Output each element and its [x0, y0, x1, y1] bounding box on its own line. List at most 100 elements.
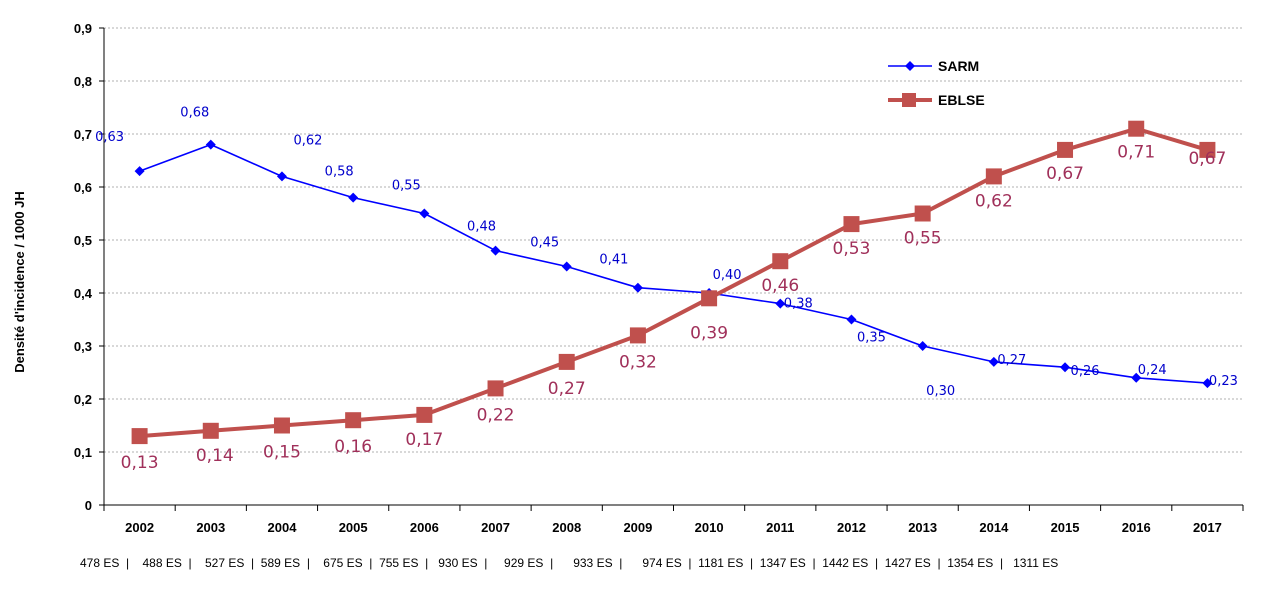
- data-label: 0,16: [334, 437, 372, 457]
- series-layer: 0,63 0,68 0,62 0,58 0,55 0,48 0,45 0,41 0,40 0,38…: [95, 106, 1238, 474]
- data-label: 0,23: [1209, 374, 1238, 389]
- data-point: [629, 327, 646, 344]
- data-label: 0,27: [997, 353, 1026, 368]
- x-tick-label: 2015: [1051, 520, 1080, 535]
- data-label: 0,14: [196, 446, 234, 466]
- x-tick-label: 2004: [268, 520, 298, 535]
- data-label: 0,55: [904, 229, 942, 249]
- x-tick-label: 2012: [837, 520, 866, 535]
- data-point: [701, 290, 718, 307]
- y-tick-label: 0,2: [74, 392, 92, 407]
- data-point: [846, 314, 857, 325]
- data-point: [1060, 362, 1071, 373]
- data-label: 0,22: [477, 405, 515, 425]
- x-tick-label: 2017: [1193, 520, 1222, 535]
- x-tick-label: 2007: [481, 520, 510, 535]
- x-tick-label: 2005: [339, 520, 368, 535]
- series-eblse: 0,13 0,14 0,15 0,16 0,17 0,22 0,27 0,32 0,39 0,46…: [121, 120, 1226, 473]
- x-tick-label: 2010: [695, 520, 724, 535]
- y-tick-label: 0,1: [74, 445, 92, 460]
- data-label: 0,27: [548, 379, 586, 399]
- series-line-eblse: [139, 126, 1208, 439]
- data-point: [917, 341, 928, 351]
- x-tick-label: 2014: [979, 520, 1009, 535]
- data-point: [985, 168, 1002, 185]
- data-point: [632, 282, 643, 293]
- data-point: [558, 353, 575, 370]
- data-point: [772, 253, 789, 270]
- data-point: [775, 298, 786, 309]
- data-point: [134, 166, 145, 177]
- y-axis-label: Densité d'incidence / 1000 JH: [12, 191, 27, 373]
- data-point: [276, 171, 287, 182]
- data-label: 0,35: [857, 331, 886, 346]
- data-label: 0,67: [1046, 164, 1084, 184]
- y-tick-label: 0,5: [74, 233, 92, 248]
- data-point: [914, 205, 931, 222]
- data-label: 0,32: [619, 352, 657, 372]
- y-tick-labels: 0 0,1 0,2 0,3 0,4 0,5 0,6 0,7 0,8 0,9: [74, 21, 93, 513]
- legend-label: EBLSE: [938, 92, 985, 108]
- x-tick-labels: 2002 2003 2004 2005 2006 2007 2008 2009 2010 2011…: [125, 520, 1222, 535]
- data-point: [1131, 372, 1142, 383]
- data-point: [419, 208, 430, 219]
- data-label: 0,13: [121, 453, 159, 473]
- data-point: [1202, 378, 1213, 389]
- x-tick-label: 2002: [125, 520, 154, 535]
- y-tick-label: 0,6: [74, 180, 92, 195]
- legend-label: SARM: [938, 58, 979, 74]
- data-label: 0,39: [690, 323, 728, 343]
- data-label: 0,38: [784, 297, 813, 312]
- legend-marker: [905, 61, 915, 71]
- data-point: [1128, 120, 1145, 137]
- data-label: 0,26: [1071, 364, 1100, 379]
- data-point: [205, 139, 216, 150]
- data-point: [1199, 141, 1216, 158]
- x-tick-label: 2013: [908, 520, 937, 535]
- x-tick-label: 2009: [623, 520, 652, 535]
- data-label: 0,46: [761, 276, 799, 296]
- data-point: [988, 356, 999, 367]
- data-label: 0,68: [180, 106, 209, 121]
- y-tick-label: 0,9: [74, 21, 92, 36]
- data-label: 0,30: [926, 384, 955, 399]
- y-tick-label: 0,4: [74, 286, 93, 301]
- y-tick-label: 0,3: [74, 339, 92, 354]
- y-tick-label: 0,7: [74, 127, 92, 142]
- data-label: 0,45: [530, 236, 559, 251]
- data-label: 0,62: [975, 191, 1013, 211]
- gridlines: [104, 27, 1243, 453]
- data-label: 0,53: [833, 239, 871, 259]
- y-tick-label: 0: [85, 498, 92, 513]
- data-label: 0,15: [263, 443, 301, 463]
- data-point: [561, 261, 572, 272]
- data-point: [345, 412, 362, 429]
- data-point: [348, 192, 359, 203]
- data-label: 0,55: [392, 179, 421, 194]
- y-tick-label: 0,8: [74, 74, 92, 89]
- x-tick-label: 2011: [766, 520, 794, 535]
- data-point: [131, 428, 148, 445]
- data-point: [487, 380, 504, 397]
- legend: SARM EBLSE: [888, 58, 985, 108]
- data-label: 0,67: [1188, 149, 1226, 169]
- series-sarm: 0,63 0,68 0,62 0,58 0,55 0,48 0,45 0,41 0,40 0,38…: [95, 106, 1238, 399]
- data-point: [416, 406, 433, 423]
- data-point: [843, 216, 860, 233]
- data-label: 0,24: [1138, 363, 1167, 378]
- x-tick-label: 2008: [552, 520, 581, 535]
- series-line-sarm: [139, 143, 1208, 384]
- data-label: 0,58: [325, 165, 354, 180]
- data-label: 0,71: [1117, 143, 1155, 163]
- data-label: 0,63: [95, 130, 124, 145]
- data-point: [273, 417, 290, 434]
- data-point: [1057, 141, 1074, 158]
- establishment-counts: 478 ES | 488 ES | 527 ES | 589 ES | 675 …: [80, 556, 1059, 570]
- data-label: 0,48: [467, 220, 496, 235]
- data-label: 0,40: [713, 268, 742, 283]
- legend-marker: [902, 93, 916, 107]
- x-tick-label: 2016: [1122, 520, 1151, 535]
- x-tick-label: 2003: [196, 520, 225, 535]
- axes: [99, 27, 1244, 511]
